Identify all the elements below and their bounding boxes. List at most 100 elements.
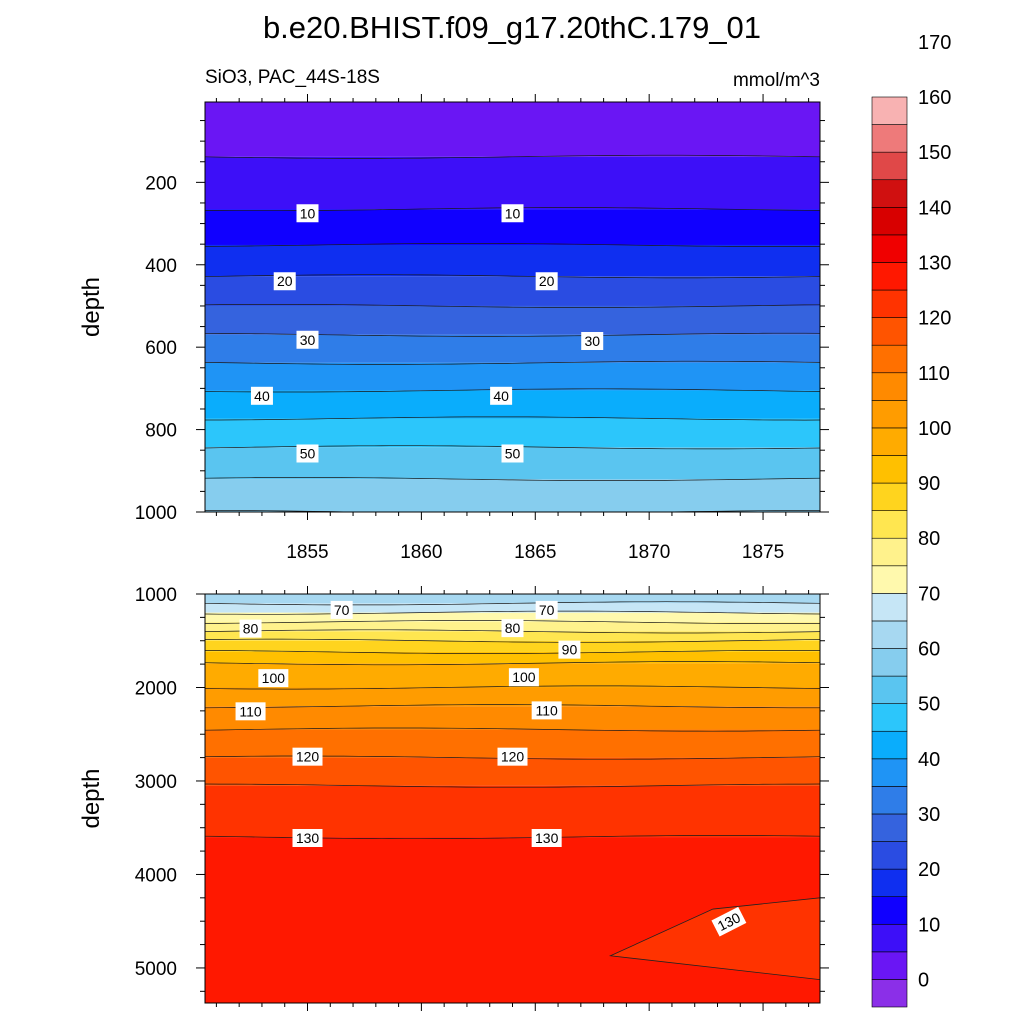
y-tick-label: 600 <box>145 338 177 359</box>
contour-line <box>205 510 820 512</box>
y-axis-label: depth <box>78 768 105 828</box>
colorbar-swatch <box>871 565 908 594</box>
y-tick-label: 1000 <box>135 585 177 606</box>
contour-band <box>205 651 820 664</box>
contour-band <box>205 687 820 707</box>
colorbar-label: 150 <box>918 142 951 164</box>
contour-label: 30 <box>581 331 604 350</box>
svg-text:90: 90 <box>562 642 578 658</box>
contour-label: 120 <box>497 747 528 766</box>
contour-label: 130 <box>292 828 323 847</box>
colorbar-swatch <box>871 427 908 456</box>
contour-line <box>205 685 820 690</box>
svg-text:100: 100 <box>512 669 536 685</box>
colorbar-swatch <box>871 786 908 815</box>
y-tick-label: 200 <box>145 173 177 194</box>
contour-line <box>205 243 820 247</box>
contour-line <box>205 727 820 732</box>
colorbar-label: 100 <box>918 418 951 440</box>
colorbar-swatch <box>871 207 908 236</box>
colorbar-swatch <box>871 400 908 429</box>
figure-title: b.e20.BHIST.f09_g17.20thC.179_01 <box>263 10 761 45</box>
contour-band <box>205 594 820 604</box>
contour-label: 110 <box>235 702 266 721</box>
contour-line <box>205 610 820 615</box>
contour-label: 10 <box>501 204 524 223</box>
colorbar-swatch <box>871 813 908 842</box>
colorbar-label: 110 <box>918 363 950 385</box>
colorbar-label: 40 <box>918 749 940 771</box>
svg-text:80: 80 <box>505 620 521 636</box>
colorbar-label: 0 <box>918 969 929 991</box>
contour-band <box>205 418 820 448</box>
y-tick-label: 4000 <box>135 865 177 886</box>
colorbar-swatch <box>871 620 908 649</box>
svg-text:80: 80 <box>243 621 259 637</box>
colorbar-swatch <box>871 537 908 567</box>
colorbar-swatch <box>871 923 908 953</box>
svg-text:70: 70 <box>539 602 555 618</box>
svg-text:110: 110 <box>239 703 262 719</box>
contour-band <box>205 156 820 210</box>
colorbar-swatch <box>871 96 908 125</box>
contour-label: 20 <box>273 272 296 291</box>
contour-label: 20 <box>535 272 558 291</box>
contour-band <box>205 102 820 157</box>
colorbar-swatch <box>871 979 908 1008</box>
contour-band <box>205 479 820 512</box>
contour-line <box>205 704 820 709</box>
svg-text:20: 20 <box>539 273 555 289</box>
colorbar-label: 20 <box>918 859 940 881</box>
contour-label: 40 <box>490 386 513 405</box>
colorbar-swatch <box>871 648 908 677</box>
colorbar-label: 10 <box>918 914 940 936</box>
subtitle-units: mmol/m^3 <box>733 70 820 91</box>
y-tick-label: 5000 <box>135 959 177 980</box>
y-axis-label: depth <box>78 277 105 337</box>
svg-text:50: 50 <box>505 445 521 461</box>
upper-panel: 10 10 20 20 30 30 40 40 50 50 1855 1860 1865 1870 1875… <box>78 94 829 563</box>
contour-label: 100 <box>508 668 539 687</box>
contour-line <box>205 601 820 606</box>
contour-label: 120 <box>292 747 323 766</box>
y-tick-label: 2000 <box>135 678 177 699</box>
x-tick-label: 1860 <box>400 542 442 563</box>
contour-band <box>205 603 820 613</box>
colorbar-swatch <box>871 455 908 484</box>
x-tick-label: 1865 <box>514 542 556 563</box>
y-tick-label: 800 <box>145 421 177 442</box>
contour-band <box>205 706 820 730</box>
svg-text:120: 120 <box>296 749 320 765</box>
colorbar-swatch <box>871 482 908 511</box>
contour-label: 90 <box>558 640 581 659</box>
contour-label: 50 <box>501 444 524 463</box>
contour-label: 80 <box>501 619 524 638</box>
y-tick-label: 1000 <box>135 503 177 524</box>
contour-label: 70 <box>330 600 353 619</box>
colorbar-swatch <box>871 262 908 291</box>
contour-band <box>205 390 820 419</box>
contour-line <box>205 650 820 654</box>
colorbar-label: 30 <box>918 804 940 826</box>
svg-text:40: 40 <box>493 388 509 404</box>
svg-text:130: 130 <box>296 830 320 846</box>
contour-label: 10 <box>296 204 319 223</box>
contour-band <box>205 276 820 306</box>
x-tick-label: 1855 <box>286 542 328 563</box>
svg-text:10: 10 <box>300 205 316 221</box>
svg-text:50: 50 <box>300 445 316 461</box>
colorbar-swatch <box>871 179 908 208</box>
colorbar-swatch <box>871 758 908 787</box>
contour-line <box>205 638 820 643</box>
colorbar-swatch <box>871 510 908 539</box>
subtitle-variable-region: SiO3, PAC_44S-18S <box>205 67 380 88</box>
x-tick-label: 1870 <box>628 542 670 563</box>
contour-label: 130 <box>531 828 562 847</box>
svg-text:40: 40 <box>254 388 270 404</box>
colorbar-swatch <box>871 344 908 374</box>
contour-band <box>205 305 820 335</box>
colorbar-swatch <box>871 951 908 980</box>
colorbar-swatch <box>871 317 908 346</box>
contour-band <box>205 640 820 652</box>
